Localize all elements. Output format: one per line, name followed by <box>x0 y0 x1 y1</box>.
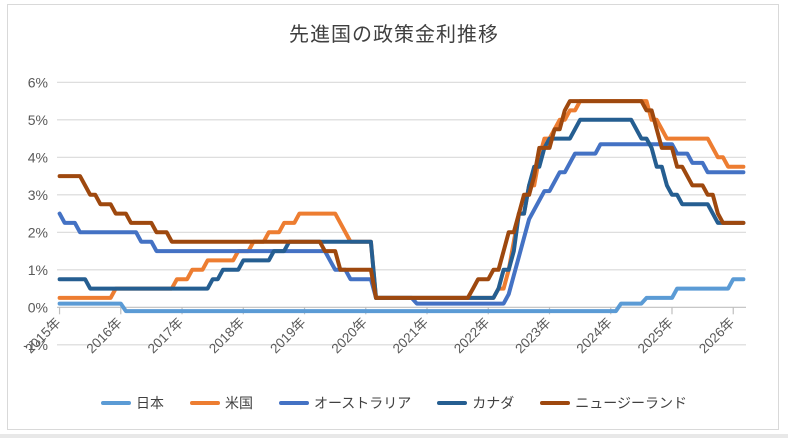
legend-swatch-new-zealand <box>540 401 571 405</box>
y-tick-label: 3% <box>28 187 48 203</box>
x-tick-label: 2019年 <box>267 315 308 356</box>
legend-label-australia: オーストラリア <box>313 395 412 411</box>
x-tick-label: 2020年 <box>328 315 369 356</box>
legend: 日本 米国 オーストラリア カナダ ニュージーランド <box>0 393 788 413</box>
series-line-australia <box>57 142 746 306</box>
legend-swatch-japan <box>100 401 131 405</box>
gridlines-group <box>57 81 746 346</box>
series-line-new-zealand <box>57 99 746 300</box>
chart-title: 先進国の政策金利推移 <box>289 24 499 46</box>
legend-label-japan: 日本 <box>135 395 164 411</box>
x-tick-label: 2025年 <box>635 315 676 356</box>
y-tick-label: 4% <box>28 149 48 165</box>
x-tick-label: 2026年 <box>696 315 737 356</box>
series-line-canada <box>57 117 746 300</box>
x-tick-label: 2024年 <box>573 315 614 356</box>
y-tick-label: 5% <box>28 112 48 128</box>
legend-label-us: 米国 <box>224 395 253 411</box>
x-tick-label: 2017年 <box>145 315 186 356</box>
x-tick-label: 2016年 <box>84 315 125 356</box>
x-tick-label: 2022年 <box>451 315 492 356</box>
x-tick-label: 2018年 <box>206 315 247 356</box>
y-tick-label: 6% <box>28 74 48 90</box>
y-tick-label: 2% <box>28 224 48 240</box>
legend-item-australia[interactable]: オーストラリア <box>278 393 412 413</box>
legend-item-new-zealand[interactable]: ニュージーランド <box>540 393 687 413</box>
legend-swatch-australia <box>278 401 309 405</box>
y-tick-label: 1% <box>28 262 48 278</box>
x-tick-label: 2023年 <box>512 315 553 356</box>
legend-item-japan[interactable]: 日本 <box>100 393 164 413</box>
chart-frame <box>7 4 779 430</box>
y-tick-label: -1% <box>23 337 48 353</box>
series-line-japan <box>57 277 746 314</box>
series-line-us <box>57 99 746 300</box>
legend-label-canada: カナダ <box>472 395 515 411</box>
legend-swatch-us <box>189 401 220 405</box>
legend-item-canada[interactable]: カナダ <box>437 393 514 413</box>
x-tick-label: 2021年 <box>390 315 431 356</box>
bottom-edge-strip <box>0 434 788 438</box>
legend-item-us[interactable]: 米国 <box>189 393 253 413</box>
y-axis-labels: 6% 5% 4% 3% 2% 1% 0% -1% <box>23 74 48 353</box>
legend-label-new-zealand: ニュージーランド <box>575 395 688 411</box>
series-lines-group <box>57 99 746 314</box>
legend-swatch-canada <box>437 401 468 405</box>
x-axis-labels: 2015年 2016年 2017年 2018年 2019年 2020年 2021年 2022年… <box>22 315 737 356</box>
y-tick-label: 0% <box>28 299 48 315</box>
